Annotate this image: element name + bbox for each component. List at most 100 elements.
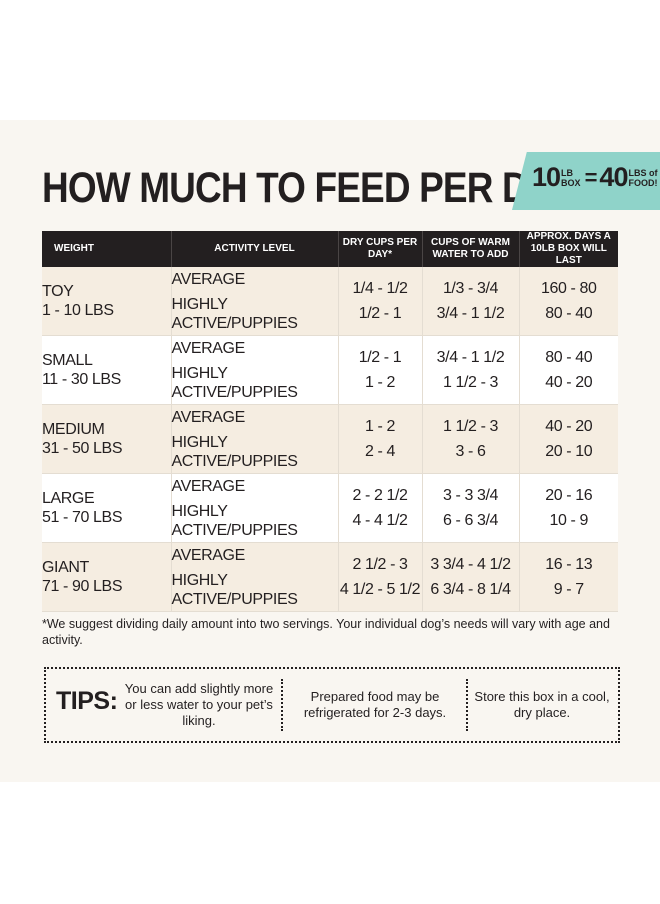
badge-box-unit-top: LB xyxy=(561,167,574,178)
weight-range: 71 - 90 LBS xyxy=(42,578,123,595)
tips-label: TIPS: xyxy=(56,687,118,715)
size-label: LARGE xyxy=(42,490,95,507)
header-water-cups: CUPS OF WARM WATER TO ADD xyxy=(422,231,520,267)
dry-cups-high: 1 - 2 xyxy=(364,374,396,391)
size-label: TOY xyxy=(42,283,74,300)
water-cups-high: 1 1/2 - 3 xyxy=(442,374,499,391)
days-cell: 160 - 80 80 - 40 xyxy=(519,267,618,336)
water-cups-cell: 1 1/2 - 3 3 - 6 xyxy=(422,404,520,474)
days-average: 16 - 13 xyxy=(545,556,593,573)
dry-cups-cell: 2 - 2 1/2 4 - 4 1/2 xyxy=(338,473,423,543)
days-cell: 20 - 16 10 - 9 xyxy=(519,473,618,543)
badge-box-number: 10 xyxy=(532,162,561,192)
weight-cell: TOY 1 - 10 LBS xyxy=(42,267,172,336)
days-high: 40 - 20 xyxy=(545,374,593,391)
dry-cups-cell: 1/4 - 1/2 1/2 - 1 xyxy=(338,267,423,336)
days-average: 20 - 16 xyxy=(545,487,593,504)
water-cups-average: 3 3/4 - 4 1/2 xyxy=(430,556,511,573)
dry-cups-average: 1 - 2 xyxy=(364,418,396,435)
water-cups-cell: 3 3/4 - 4 1/2 6 3/4 - 8 1/4 xyxy=(422,542,520,612)
activity-high: HIGHLY ACTIVE/PUPPIES xyxy=(171,295,298,332)
dry-cups-cell: 1/2 - 1 1 - 2 xyxy=(338,335,423,405)
activity-cell: AVERAGE HIGHLY ACTIVE/PUPPIES xyxy=(171,267,339,336)
water-cups-high: 3 - 6 xyxy=(455,443,486,460)
activity-average: AVERAGE xyxy=(171,546,246,564)
activity-average: AVERAGE xyxy=(171,408,246,426)
tip-water: You can add slightly more or less water … xyxy=(124,681,274,728)
dry-cups-high: 1/2 - 1 xyxy=(358,305,402,322)
table-row: SMALL 11 - 30 LBS AVERAGE HIGHLY ACTIVE/PUP… xyxy=(42,335,618,405)
tips-divider xyxy=(281,679,283,731)
water-cups-cell: 3/4 - 1 1/2 1 1/2 - 3 xyxy=(422,335,520,405)
header-activity-level: ACTIVITY LEVEL xyxy=(171,231,339,267)
table-row: GIANT 71 - 90 LBS AVERAGE HIGHLY ACTIVE/PUP… xyxy=(42,542,618,612)
badge-food-unit-bottom: FOOD! xyxy=(628,177,658,188)
water-cups-high: 6 3/4 - 8 1/4 xyxy=(430,581,511,598)
days-high: 10 - 9 xyxy=(549,512,588,529)
weight-range: 31 - 50 LBS xyxy=(42,440,123,457)
water-cups-average: 1/3 - 3/4 xyxy=(442,280,499,297)
weight-cell: MEDIUM 31 - 50 LBS xyxy=(42,404,172,474)
tip-refrigerate: Prepared food may be refrigerated for 2-… xyxy=(303,689,447,720)
water-cups-average: 1 1/2 - 3 xyxy=(442,418,499,435)
activity-high: HIGHLY ACTIVE/PUPPIES xyxy=(171,364,298,401)
tip-storage: Store this box in a cool, dry place. xyxy=(474,689,610,720)
activity-average: AVERAGE xyxy=(171,477,246,495)
water-cups-average: 3/4 - 1 1/2 xyxy=(436,349,505,366)
activity-high: HIGHLY ACTIVE/PUPPIES xyxy=(171,433,298,470)
water-cups-average: 3 - 3 3/4 xyxy=(442,487,499,504)
page-title: HOW MUCH TO FEED PER DAY xyxy=(42,164,575,212)
days-high: 9 - 7 xyxy=(553,581,584,598)
size-label: MEDIUM xyxy=(42,421,105,438)
dry-cups-average: 2 - 2 1/2 xyxy=(352,487,408,504)
table-row: MEDIUM 31 - 50 LBS AVERAGE HIGHLY ACTIVE/PU… xyxy=(42,404,618,474)
footnote: *We suggest dividing daily amount into t… xyxy=(42,617,610,647)
water-cups-high: 6 - 6 3/4 xyxy=(442,512,499,529)
weight-cell: GIANT 71 - 90 LBS xyxy=(42,542,172,612)
water-cups-cell: 1/3 - 3/4 3/4 - 1 1/2 xyxy=(422,267,520,336)
days-average: 40 - 20 xyxy=(545,418,593,435)
activity-cell: AVERAGE HIGHLY ACTIVE/PUPPIES xyxy=(171,473,339,543)
table-header-row: WEIGHT ACTIVITY LEVEL DRY CUPS PER DAY* … xyxy=(42,231,618,267)
header-dry-cups: DRY CUPS PER DAY* xyxy=(338,231,423,267)
header-days: APPROX. DAYS A 10LB BOX WILL LAST xyxy=(519,231,618,267)
activity-cell: AVERAGE HIGHLY ACTIVE/PUPPIES xyxy=(171,404,339,474)
box-yield-badge: 10 LB BOX = 40 LBS of FOOD! xyxy=(512,152,660,210)
dry-cups-average: 1/2 - 1 xyxy=(358,349,402,366)
dry-cups-cell: 2 1/2 - 3 4 1/2 - 5 1/2 xyxy=(338,542,423,612)
water-cups-high: 3/4 - 1 1/2 xyxy=(436,305,505,322)
tips-box: TIPS: You can add slightly more or less … xyxy=(44,667,620,743)
weight-range: 1 - 10 LBS xyxy=(42,302,114,319)
dry-cups-high: 2 - 4 xyxy=(364,443,396,460)
header-weight: WEIGHT xyxy=(42,231,172,267)
days-high: 80 - 40 xyxy=(545,305,593,322)
dry-cups-average: 2 1/2 - 3 xyxy=(352,556,408,573)
badge-equals: = xyxy=(584,164,598,190)
weight-range: 11 - 30 LBS xyxy=(42,371,121,388)
days-cell: 40 - 20 20 - 10 xyxy=(519,404,618,474)
activity-cell: AVERAGE HIGHLY ACTIVE/PUPPIES xyxy=(171,335,339,405)
weight-cell: SMALL 11 - 30 LBS xyxy=(42,335,172,405)
badge-food-unit-top: LBS of xyxy=(628,167,658,178)
dry-cups-high: 4 1/2 - 5 1/2 xyxy=(339,581,421,598)
size-label: SMALL xyxy=(42,352,93,369)
table-row: LARGE 51 - 70 LBS AVERAGE HIGHLY ACTIVE/PUP… xyxy=(42,473,618,543)
badge-box-unit-bottom: BOX xyxy=(561,177,581,188)
activity-high: HIGHLY ACTIVE/PUPPIES xyxy=(171,571,298,608)
days-high: 20 - 10 xyxy=(545,443,593,460)
activity-cell: AVERAGE HIGHLY ACTIVE/PUPPIES xyxy=(171,542,339,612)
dry-cups-average: 1/4 - 1/2 xyxy=(352,280,408,297)
days-average: 160 - 80 xyxy=(540,280,597,297)
size-label: GIANT xyxy=(42,559,89,576)
weight-cell: LARGE 51 - 70 LBS xyxy=(42,473,172,543)
activity-average: AVERAGE xyxy=(171,339,246,357)
weight-range: 51 - 70 LBS xyxy=(42,509,123,526)
dry-cups-cell: 1 - 2 2 - 4 xyxy=(338,404,423,474)
badge-food-number: 40 xyxy=(599,162,628,192)
activity-high: HIGHLY ACTIVE/PUPPIES xyxy=(171,502,298,539)
activity-average: AVERAGE xyxy=(171,270,246,288)
days-cell: 16 - 13 9 - 7 xyxy=(519,542,618,612)
days-average: 80 - 40 xyxy=(545,349,593,366)
tips-divider xyxy=(466,679,468,731)
water-cups-cell: 3 - 3 3/4 6 - 6 3/4 xyxy=(422,473,520,543)
